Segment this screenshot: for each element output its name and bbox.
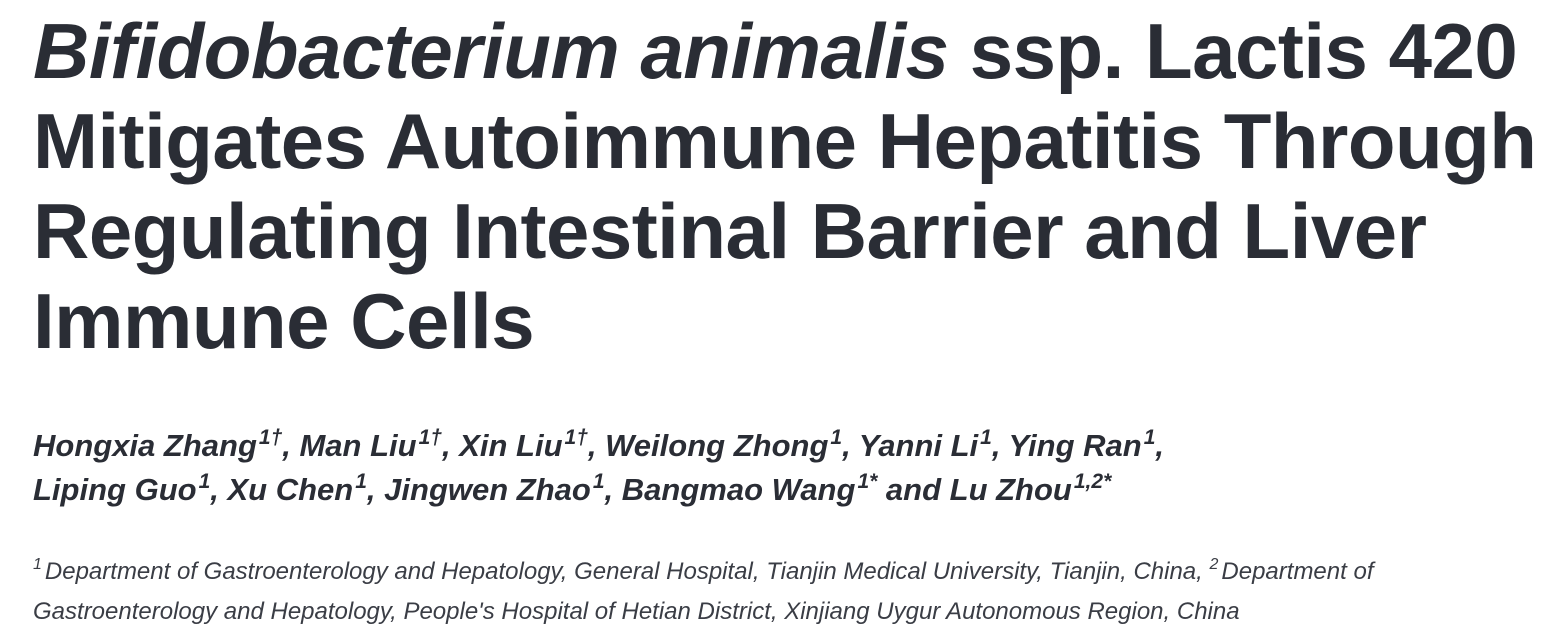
author-affiliation-marks: 1 — [198, 470, 211, 494]
author-name: Xu Chen — [227, 472, 354, 507]
author[interactable]: Man Liu1† — [299, 426, 442, 463]
author-separator: , — [366, 472, 385, 507]
author[interactable]: Lu Zhou1,2* — [949, 470, 1112, 507]
author-name: Yanni Li — [858, 428, 979, 463]
author-affiliation-marks: 1 — [592, 470, 605, 494]
author-affiliation-marks: 1 — [355, 470, 367, 494]
author[interactable]: Jingwen Zhao1 — [384, 470, 605, 507]
affiliation: 1 Department of Gastroenterology and Hepa… — [33, 556, 1203, 585]
author-separator: , — [1155, 428, 1165, 463]
affiliation-number: 2 — [1209, 556, 1219, 574]
author-affiliation-marks: 1† — [418, 426, 442, 450]
author-affiliation-marks: 1 — [1143, 426, 1156, 450]
author-name: Hongxia Zhang — [33, 428, 257, 463]
author[interactable]: Xu Chen1 — [227, 470, 367, 507]
author-affiliation-marks: 1† — [564, 426, 588, 450]
article-title: Bifidobacterium animalis ssp. Lactis 420… — [33, 6, 1543, 366]
author-separator: , — [842, 428, 859, 463]
author-separator: , — [282, 428, 300, 463]
affiliation-number: 1 — [33, 556, 42, 574]
author-separator: and — [877, 472, 950, 507]
author-separator: , — [441, 428, 460, 463]
author-name: Bangmao Wang — [621, 472, 856, 507]
author[interactable]: Hongxia Zhang1† — [33, 426, 283, 463]
author[interactable]: Yanni Li1 — [858, 426, 992, 463]
author-name: Xin Liu — [459, 428, 563, 463]
author[interactable]: Weilong Zhong1 — [605, 426, 843, 463]
author-separator: , — [604, 472, 622, 507]
author-name: Lu Zhou — [949, 472, 1072, 507]
author-separator: , — [587, 428, 606, 463]
author-separator: , — [991, 428, 1009, 463]
affiliation: 2 Department of Gastroenterology and Hepa… — [33, 556, 1374, 625]
affiliations: 1 Department of Gastroenterology and Hepa… — [33, 552, 1533, 632]
author-list: Hongxia Zhang1†, Man Liu1†, Xin Liu1†, W… — [33, 424, 1533, 512]
author-name: Liping Guo — [33, 472, 197, 507]
author-affiliation-marks: 1* — [857, 470, 878, 494]
author-affiliation-marks: 1,2* — [1073, 470, 1112, 494]
author-name: Man Liu — [299, 428, 417, 463]
title-rest: ssp. Lactis 420 Mitigates Autoimmune Hep… — [33, 7, 1537, 365]
affiliation-text: Department of Gastroenterology and Hepat… — [44, 558, 1203, 585]
author[interactable]: Liping Guo1 — [33, 470, 211, 507]
author-name: Jingwen Zhao — [384, 472, 591, 507]
author[interactable]: Ying Ran1 — [1008, 426, 1156, 463]
affiliation-text: Department of Gastroenterology and Hepat… — [33, 558, 1374, 625]
author-separator: , — [210, 472, 228, 507]
author-affiliation-marks: 1 — [980, 426, 992, 450]
title-species-name: Bifidobacterium animalis — [33, 7, 949, 95]
author[interactable]: Bangmao Wang1* — [621, 470, 878, 507]
author[interactable]: Xin Liu1† — [459, 426, 588, 463]
author-affiliation-marks: 1 — [830, 426, 843, 450]
author-name: Weilong Zhong — [605, 428, 829, 463]
author-name: Ying Ran — [1008, 428, 1142, 463]
author-affiliation-marks: 1† — [258, 426, 283, 450]
